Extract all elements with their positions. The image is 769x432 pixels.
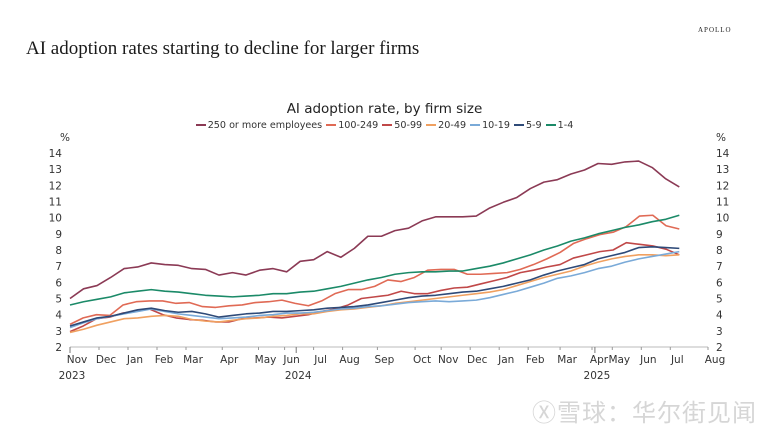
- y-tick-label-left: 4: [55, 310, 62, 322]
- y-tick-label-left: 14: [49, 148, 63, 160]
- brand-logo: APOLLO: [698, 26, 732, 34]
- x-tick-label: Dec: [96, 354, 117, 366]
- series-line-250-or-more-employees: [69, 160, 680, 300]
- legend-label: 250 or more employees: [207, 120, 323, 131]
- series-line-20-49: [69, 254, 680, 334]
- x-tick-label: Oct: [413, 354, 431, 366]
- y-tick-label-right: 4: [716, 310, 723, 322]
- y-tick-label-left: 12: [49, 180, 62, 192]
- y-tick-label-right: 12: [716, 180, 729, 192]
- y-tick-label-left: 2: [55, 342, 62, 354]
- y-tick-label-left: 5: [55, 294, 62, 306]
- y-tick-label-right: 13: [716, 164, 729, 176]
- y-tick-label-left: 3: [55, 326, 62, 338]
- y-tick-label-left: 11: [49, 197, 62, 209]
- y-tick-label-left: 10: [49, 213, 62, 225]
- x-tick-label: Apr: [220, 354, 239, 366]
- legend-swatch: [382, 124, 393, 126]
- x-tick-label: Mar: [557, 354, 577, 366]
- x-tick-label: Jun: [282, 354, 299, 366]
- x-tick-label: Feb: [155, 354, 174, 366]
- x-tick-label: Nov: [67, 354, 88, 366]
- y-tick-label-right: 6: [716, 277, 723, 289]
- legend-swatch: [545, 124, 556, 126]
- legend-item: 100-249: [326, 120, 378, 131]
- chart-title: AI adoption rate, by firm size: [286, 101, 483, 117]
- legend: 250 or more employees 100-249 50-99 20-49 10…: [0, 120, 769, 131]
- y-tick-label-right: 7: [716, 261, 723, 273]
- legend-swatch: [470, 124, 481, 126]
- series-line-50-99: [69, 241, 680, 333]
- legend-label: 20-49: [438, 120, 467, 131]
- year-label: 2023: [59, 370, 86, 382]
- y-tick-label-left: 6: [55, 277, 62, 289]
- x-tick-label: Jan: [126, 354, 143, 366]
- x-tick-label: Feb: [526, 354, 545, 366]
- legend-swatch: [195, 124, 206, 126]
- series-lines: [69, 160, 680, 334]
- headline: AI adoption rates starting to decline fo…: [26, 38, 420, 59]
- x-tick-label: Jul: [313, 354, 327, 366]
- series-line-1-4: [69, 214, 680, 306]
- legend-label: 50-99: [394, 120, 423, 131]
- x-tick-label: Dec: [467, 354, 488, 366]
- legend-item: 10-19: [470, 120, 510, 131]
- y-tick-label-right: 3: [716, 326, 723, 338]
- x-tick-label: Nov: [438, 354, 459, 366]
- x-tick-label: Sep: [375, 354, 395, 366]
- legend-item: 50-99: [382, 120, 422, 131]
- x-tick-label: May: [255, 354, 277, 366]
- year-label: 2025: [584, 370, 611, 382]
- y-tick-label-left: 9: [55, 229, 62, 241]
- y-tick-label-right: 11: [716, 197, 729, 209]
- legend-item: 5-9: [513, 120, 542, 131]
- y-axis-unit-right: %: [716, 132, 726, 144]
- y-tick-label-left: 8: [55, 245, 62, 257]
- series-line-5-9: [69, 245, 680, 327]
- year-label: 2024: [285, 370, 312, 382]
- legend-item: 20-49: [426, 120, 466, 131]
- y-axis-unit-left: %: [60, 132, 70, 144]
- y-tick-label-right: 14: [716, 148, 730, 160]
- legend-label: 5-9: [525, 120, 542, 131]
- y-tick-label-right: 8: [716, 245, 723, 257]
- legend-swatch: [513, 124, 524, 126]
- x-tick-label: Apr: [590, 354, 609, 366]
- y-tick-label-left: 13: [49, 164, 62, 176]
- y-tick-label-right: 5: [716, 294, 723, 306]
- x-tick-label: Jun: [639, 354, 656, 366]
- series-line-100-249: [69, 214, 680, 326]
- x-tick-label: Mar: [183, 354, 203, 366]
- legend-label: 1-4: [557, 120, 574, 131]
- x-tick-label: Jan: [497, 354, 514, 366]
- x-tick-label: Aug: [339, 354, 360, 366]
- legend-swatch: [326, 124, 337, 126]
- legend-item: 250 or more employees: [195, 120, 323, 131]
- axes: 2 2 3 3 4 4 5 5 6 6 7 7 8 8 9 9 10 10 11 11 12 12 13 13 14 14 Nov D…: [49, 148, 730, 382]
- x-tick-label: May: [608, 354, 630, 366]
- legend-swatch: [426, 124, 437, 126]
- y-tick-label-right: 2: [716, 342, 723, 354]
- y-tick-label-right: 9: [716, 229, 723, 241]
- x-tick-label: Jul: [670, 354, 684, 366]
- series-line-10-19: [69, 250, 680, 329]
- x-tick-label: Aug: [705, 354, 726, 366]
- watermark: Ⓧ雪球：华尔街见闻: [532, 399, 757, 427]
- y-tick-label-right: 10: [716, 213, 729, 225]
- legend-item: 1-4: [545, 120, 574, 131]
- legend-label: 100-249: [338, 120, 379, 131]
- y-tick-label-left: 7: [55, 261, 62, 273]
- legend-label: 10-19: [482, 120, 510, 131]
